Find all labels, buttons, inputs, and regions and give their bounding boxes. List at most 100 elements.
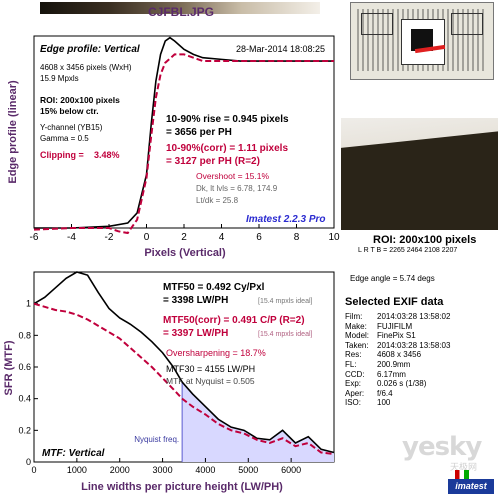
exif-row: Res: 4608 x 3456 xyxy=(345,350,495,360)
exif-value: 200.9mm xyxy=(377,359,411,369)
exif-row: Model: FinePix S1 xyxy=(345,331,495,341)
exif-key: Model: xyxy=(345,331,370,341)
mtf50-corr-line: MTF50(corr) = 0.491 C/P (R=2) xyxy=(163,315,305,326)
nyquist-label: Nyquist freq. xyxy=(134,435,179,444)
edge-chart-title: Edge profile: Vertical xyxy=(40,44,140,55)
edge-x-tick-label: -6 xyxy=(30,232,39,243)
mtf-x-tick-label: 5000 xyxy=(238,465,258,475)
exif-value: 100 xyxy=(377,398,391,408)
roi-title: ROI: 200x100 pixels xyxy=(373,234,477,246)
target-thumbnail xyxy=(350,2,494,80)
edge-x-tick-label: 2 xyxy=(181,232,187,243)
edge-x-axis-label: Pixels (Vertical) xyxy=(144,247,226,259)
mtf50-corr-ideal: [15.4 mpxls ideal] xyxy=(258,331,313,338)
file-name: CJFBL.JPG xyxy=(148,5,215,19)
mtf-y-tick-label: 0.6 xyxy=(18,362,31,372)
exif-key: ISO: xyxy=(345,398,362,408)
edge-rise-corr-line: 10-90%(corr) = 1.11 pixels xyxy=(166,143,288,154)
yesky-logo-text: yesky xyxy=(402,432,482,462)
edge-rise-line: 10-90% rise = 0.945 pixels xyxy=(166,114,289,125)
mtf-x-tick-label: 0 xyxy=(31,465,36,475)
exif-value: 2014:03:28 13:58:03 xyxy=(377,340,451,350)
mtf-x-tick-label: 1000 xyxy=(67,465,87,475)
mtf-corrected-curve xyxy=(33,302,335,456)
exif-key: CCD: xyxy=(345,369,365,379)
mtf-y-tick-label: 1 xyxy=(26,299,31,309)
mtf-chart-title: MTF: Vertical xyxy=(42,448,105,459)
edge-info-line: 4608 x 3456 pixels (WxH) xyxy=(40,63,132,72)
mtf-x-tick-label: 6000 xyxy=(281,465,301,475)
oversharpening: Oversharpening = 18.7% xyxy=(166,348,266,358)
exif-list: Film: 2014:03:28 13:58:02 Make: FUJIFILM Mod… xyxy=(345,312,495,408)
mtf-x-axis-label: Line widths per picture height (LW/PH) xyxy=(81,481,283,493)
exif-value: FUJIFILM xyxy=(377,321,413,331)
exif-value: 4608 x 3456 xyxy=(377,350,422,360)
mtf-y-tick-label: 0 xyxy=(26,457,31,467)
mtf50-ideal: [15.4 mpxls ideal] xyxy=(258,298,313,305)
edge-x-tick-label: 6 xyxy=(256,232,262,243)
nyquist-shaded-area xyxy=(182,382,334,462)
mtf-curve xyxy=(33,271,335,454)
edge-y-axis-label: Edge profile (linear) xyxy=(7,80,19,184)
exif-key: Exp: xyxy=(345,379,362,389)
exif-row: Film: 2014:03:28 13:58:02 xyxy=(345,312,495,322)
edge-angle: Edge angle = 5.74 degs xyxy=(350,274,435,283)
roi-image xyxy=(341,118,498,230)
mtf50-line: = 3398 LW/PH xyxy=(163,295,228,306)
exif-key: Make: xyxy=(345,321,367,331)
mtf-x-tick-label: 2000 xyxy=(110,465,130,475)
exif-key: Res: xyxy=(345,350,362,360)
tone-gradient-strip xyxy=(40,2,320,14)
mtf-y-axis-label: SFR (MTF) xyxy=(3,340,15,395)
mtf30: MTF30 = 4155 LW/PH xyxy=(166,364,255,374)
edge-x-tick-label: 0 xyxy=(144,232,150,243)
exif-value: 0.026 s (1/38) xyxy=(377,379,427,389)
edge-x-tick-label: -4 xyxy=(67,232,76,243)
edge-roi-line: ROI: 200x100 pixels xyxy=(40,95,120,105)
mtf-y-tick-label: 0.8 xyxy=(18,330,31,340)
exif-key: Aper: xyxy=(345,388,365,398)
edge-info-line: 15.9 Mpxls xyxy=(40,74,79,83)
edge-plot-frame xyxy=(33,35,335,229)
edge-x-tick-label: 8 xyxy=(294,232,300,243)
edge-ratio: Lt/dk = 25.8 xyxy=(196,196,239,205)
exif-title: Selected EXIF data xyxy=(345,296,444,308)
mtf-y-tick-label: 0.4 xyxy=(18,394,31,404)
edge-x-tick-label: -2 xyxy=(105,232,114,243)
edge-levels: Dk, lt lvls = 6.78, 174.9 xyxy=(196,184,278,193)
yesky-sub-text: 天极网 xyxy=(450,462,478,472)
edge-clipping-value: 3.48% xyxy=(94,150,120,160)
exif-value: FinePix S1 xyxy=(377,331,416,341)
mtf50-line: MTF50 = 0.492 Cy/Pxl xyxy=(163,282,265,293)
exif-value: 6.17mm xyxy=(377,369,406,379)
edge-x-tick-label: 4 xyxy=(219,232,225,243)
exif-row: FL: 200.9mm xyxy=(345,360,495,370)
edge-roi-line: 15% below ctr. xyxy=(40,106,99,116)
edge-channel-line: Gamma = 0.5 xyxy=(40,134,89,143)
exif-key: Taken: xyxy=(345,340,369,350)
mtf-x-tick-label: 4000 xyxy=(195,465,215,475)
edge-overshoot: Overshoot = 15.1% xyxy=(196,171,269,181)
exif-value: f/6.4 xyxy=(377,388,393,398)
mtf-y-tick-label: 0.2 xyxy=(18,425,31,435)
flag-icon xyxy=(455,470,469,479)
exif-row: Exp: 0.026 s (1/38) xyxy=(345,379,495,389)
edge-rise-line: = 3656 per PH xyxy=(166,127,232,138)
exif-row: Aper: f/6.4 xyxy=(345,389,495,399)
edge-clipping-label: Clipping = xyxy=(40,150,84,160)
mtf-at-nyquist: MTF at Nyquist = 0.505 xyxy=(166,376,255,386)
mtf50-corr-line: = 3397 LW/PH xyxy=(163,328,228,339)
edge-date: 28-Mar-2014 18:08:25 xyxy=(236,44,325,54)
exif-value: 2014:03:28 13:58:02 xyxy=(377,312,451,321)
edge-brand: Imatest 2.2.3 Pro xyxy=(246,214,325,225)
mtf-x-tick-label: 3000 xyxy=(153,465,173,475)
edge-rise-corr-line: = 3127 per PH (R=2) xyxy=(166,156,260,167)
exif-row: ISO: 100 xyxy=(345,398,495,408)
edge-corrected-curve xyxy=(33,53,334,235)
yesky-watermark: yesky 天极网 xyxy=(402,432,492,472)
exif-key: FL: xyxy=(345,359,357,369)
edge-channel-line: Y-channel (YB15) xyxy=(40,123,103,132)
